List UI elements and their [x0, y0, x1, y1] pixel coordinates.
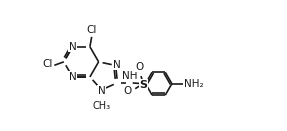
- Text: O: O: [135, 62, 144, 72]
- Text: Cl: Cl: [87, 25, 97, 35]
- Text: NH₂: NH₂: [184, 79, 203, 89]
- Text: Cl: Cl: [42, 59, 53, 69]
- Text: N: N: [69, 72, 76, 82]
- Text: N: N: [113, 59, 121, 70]
- Text: NH: NH: [122, 71, 137, 81]
- Text: N: N: [69, 42, 76, 52]
- Text: CH₃: CH₃: [92, 101, 110, 111]
- Text: N: N: [98, 86, 105, 96]
- Text: S: S: [140, 80, 148, 90]
- Text: O: O: [123, 86, 131, 96]
